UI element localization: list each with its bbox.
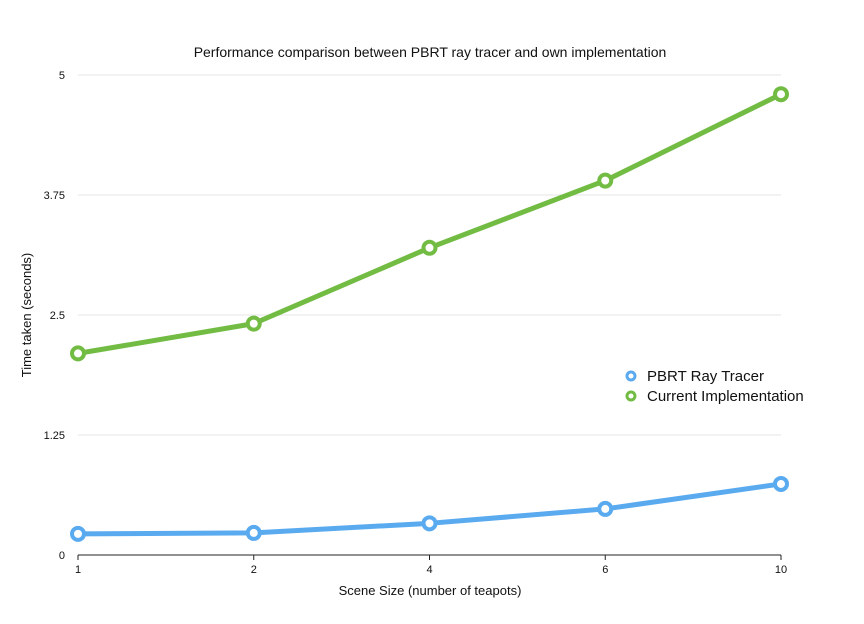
y-tick-label: 1.25 xyxy=(44,430,65,442)
series-layer xyxy=(70,86,789,542)
y-axis-ticks: 0 1.25 2.5 3.75 5 xyxy=(44,70,65,562)
data-point xyxy=(773,86,789,103)
data-point xyxy=(70,345,86,362)
data-point xyxy=(70,525,86,542)
data-point xyxy=(421,515,438,532)
x-tick-label: 4 xyxy=(426,564,432,576)
x-tick-label: 2 xyxy=(251,564,257,576)
y-tick-label: 5 xyxy=(59,70,65,82)
legend-label: Current Implementation xyxy=(647,388,804,405)
x-axis-label: Scene Size (number of teapots) xyxy=(339,583,522,598)
data-point xyxy=(245,524,262,541)
series-2 xyxy=(70,86,789,362)
x-tick-label: 1 xyxy=(75,564,81,576)
data-point xyxy=(245,315,262,332)
y-axis-label: Time taken (seconds) xyxy=(19,253,34,378)
series-1 xyxy=(70,475,789,542)
legend-marker xyxy=(625,370,637,382)
legend-marker xyxy=(625,390,637,402)
data-point xyxy=(773,475,789,492)
x-axis-ticks: 1 2 4 6 10 xyxy=(75,555,787,576)
y-tick-label: 2.5 xyxy=(50,310,65,322)
y-tick-label: 3.75 xyxy=(44,190,65,202)
chart-title: Performance comparison between PBRT ray … xyxy=(194,44,667,60)
data-point xyxy=(421,239,438,256)
legend-label: PBRT Ray Tracer xyxy=(647,368,764,385)
legend: PBRT Ray Tracer Current Implementation xyxy=(625,368,804,405)
y-tick-label: 0 xyxy=(59,550,65,562)
data-point xyxy=(597,500,614,517)
x-tick-label: 10 xyxy=(775,564,787,576)
data-point xyxy=(597,172,614,189)
x-tick-label: 6 xyxy=(602,564,608,576)
gridlines xyxy=(78,74,781,436)
